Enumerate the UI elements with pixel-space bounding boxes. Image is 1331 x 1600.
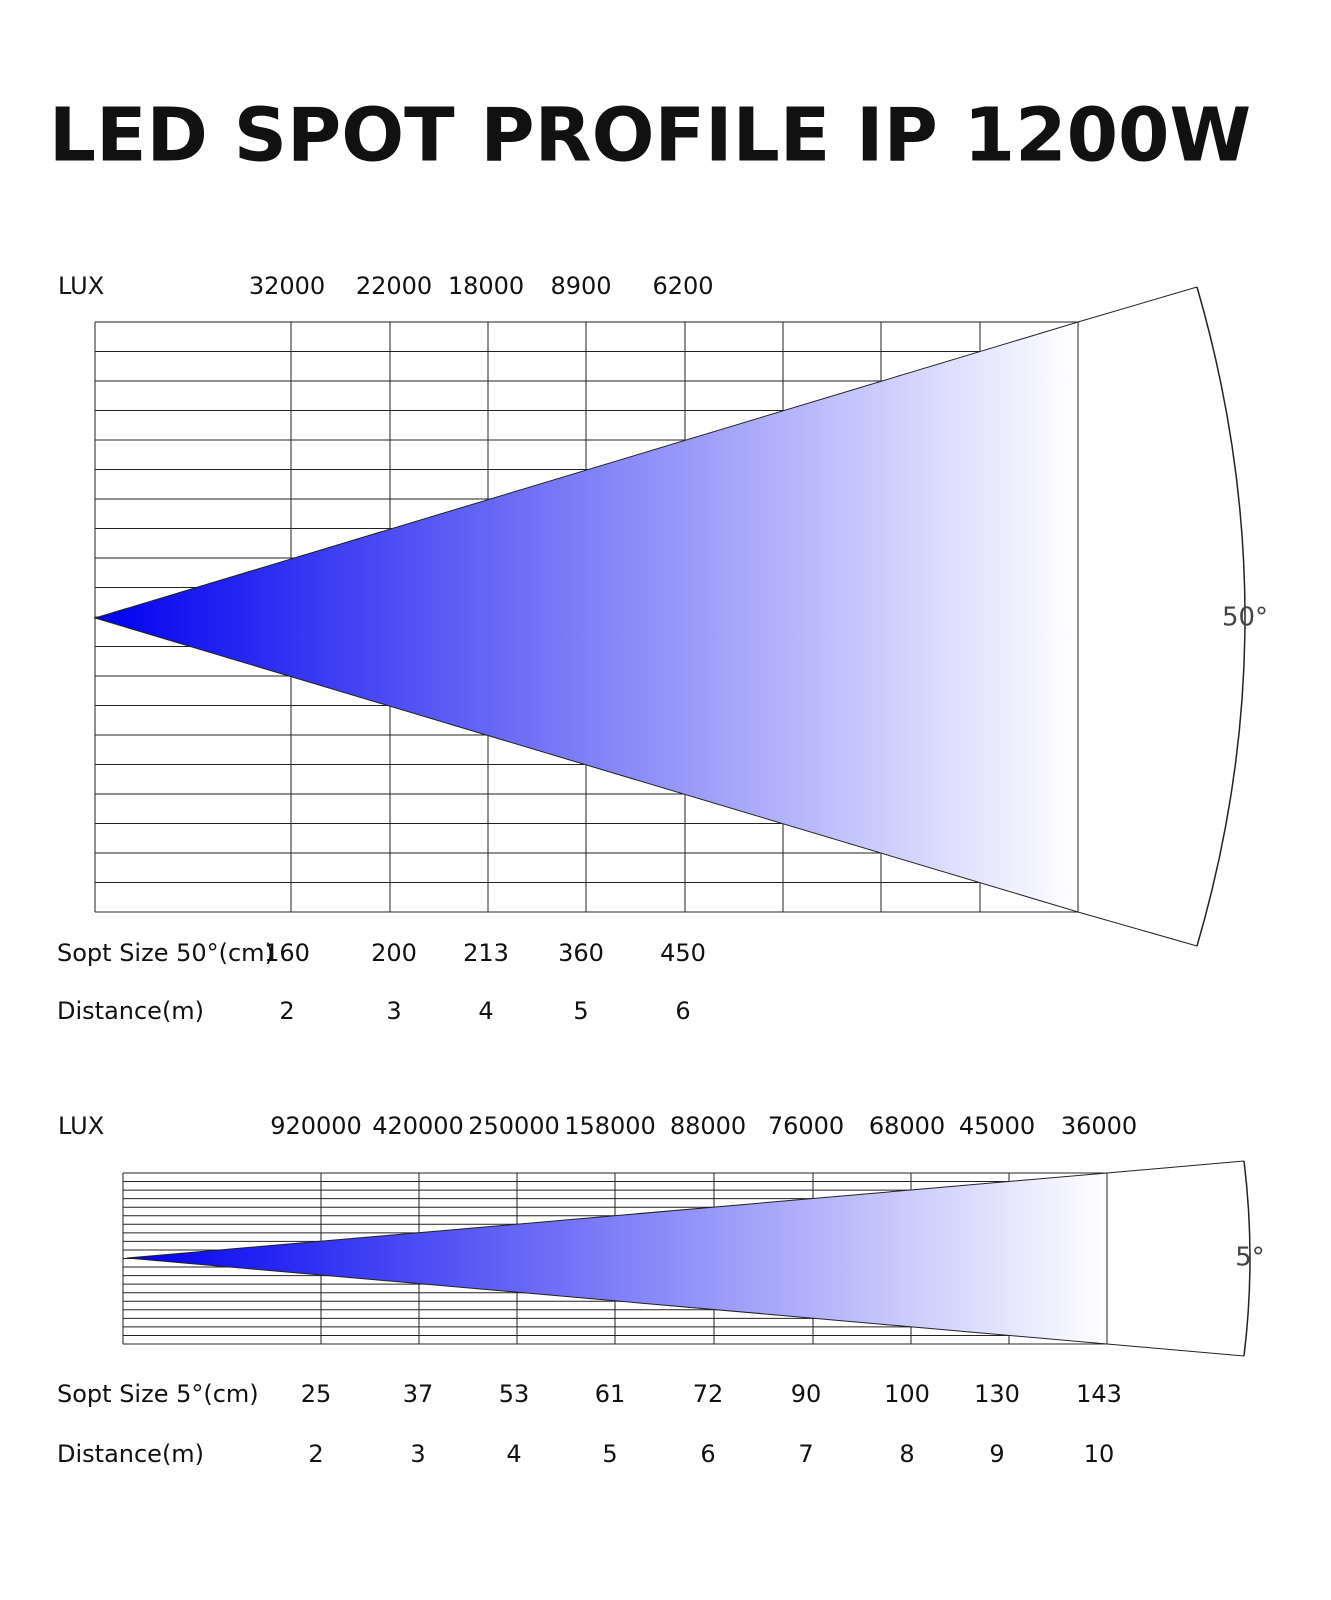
angle-arc: [1243, 1160, 1251, 1357]
spot-value: 360: [558, 939, 604, 967]
distance-value: 9: [989, 1440, 1004, 1468]
lux-value: 32000: [249, 272, 325, 300]
lux-value: 45000: [959, 1112, 1035, 1140]
distance-value: 4: [506, 1440, 521, 1468]
spot-value: 90: [791, 1380, 822, 1408]
title: LED SPOT PROFILE IP 1200W: [49, 93, 1251, 179]
distance-value: 3: [386, 997, 401, 1025]
angle-arc: [1196, 286, 1246, 947]
distance-label: Distance(m): [57, 997, 204, 1025]
spot-value: 213: [463, 939, 509, 967]
beam: [93, 321, 1079, 913]
distance-value: 7: [798, 1440, 813, 1468]
spot-label: Sopt Size 5°(cm): [57, 1380, 259, 1408]
lux-value: 8900: [550, 272, 611, 300]
angle-label: 5°: [1235, 1243, 1265, 1273]
spot-value: 25: [301, 1380, 332, 1408]
beam: [126, 1172, 1108, 1345]
distance-value: 5: [602, 1440, 617, 1468]
spot-label: Sopt Size 50°(cm): [57, 939, 274, 967]
lux-value: 68000: [869, 1112, 945, 1140]
spot-value: 200: [371, 939, 417, 967]
lux-value: 22000: [356, 272, 432, 300]
lux-value: 158000: [564, 1112, 656, 1140]
spot-value: 100: [884, 1380, 930, 1408]
lux-value: 88000: [670, 1112, 746, 1140]
distance-value: 6: [675, 997, 690, 1025]
lux-value: 250000: [468, 1112, 560, 1140]
lux-label: LUX: [58, 272, 104, 300]
angle-label: 50°: [1222, 603, 1268, 633]
lux-label: LUX: [58, 1112, 104, 1140]
lux-value: 18000: [448, 272, 524, 300]
lux-value: 420000: [372, 1112, 464, 1140]
distance-label: Distance(m): [57, 1440, 204, 1468]
distance-value: 10: [1084, 1440, 1115, 1468]
distance-value: 2: [308, 1440, 323, 1468]
spot-value: 450: [660, 939, 706, 967]
lux-value: 36000: [1061, 1112, 1137, 1140]
spot-value: 143: [1076, 1380, 1122, 1408]
lux-value: 76000: [768, 1112, 844, 1140]
spot-value: 37: [403, 1380, 434, 1408]
distance-value: 2: [279, 997, 294, 1025]
distance-value: 5: [573, 997, 588, 1025]
beam-edge: [1077, 286, 1198, 323]
spot-value: 130: [974, 1380, 1020, 1408]
beam-edge: [1106, 1343, 1245, 1357]
distance-value: 4: [478, 997, 493, 1025]
spot-value: 61: [595, 1380, 626, 1408]
distance-value: 3: [410, 1440, 425, 1468]
beam-edge: [1106, 1160, 1245, 1174]
spot-value: 72: [693, 1380, 724, 1408]
distance-value: 8: [899, 1440, 914, 1468]
beam-edge: [1077, 911, 1198, 947]
lux-value: 6200: [652, 272, 713, 300]
spot-value: 53: [499, 1380, 530, 1408]
lux-value: 920000: [270, 1112, 362, 1140]
spot-value: 160: [264, 939, 310, 967]
distance-value: 6: [700, 1440, 715, 1468]
